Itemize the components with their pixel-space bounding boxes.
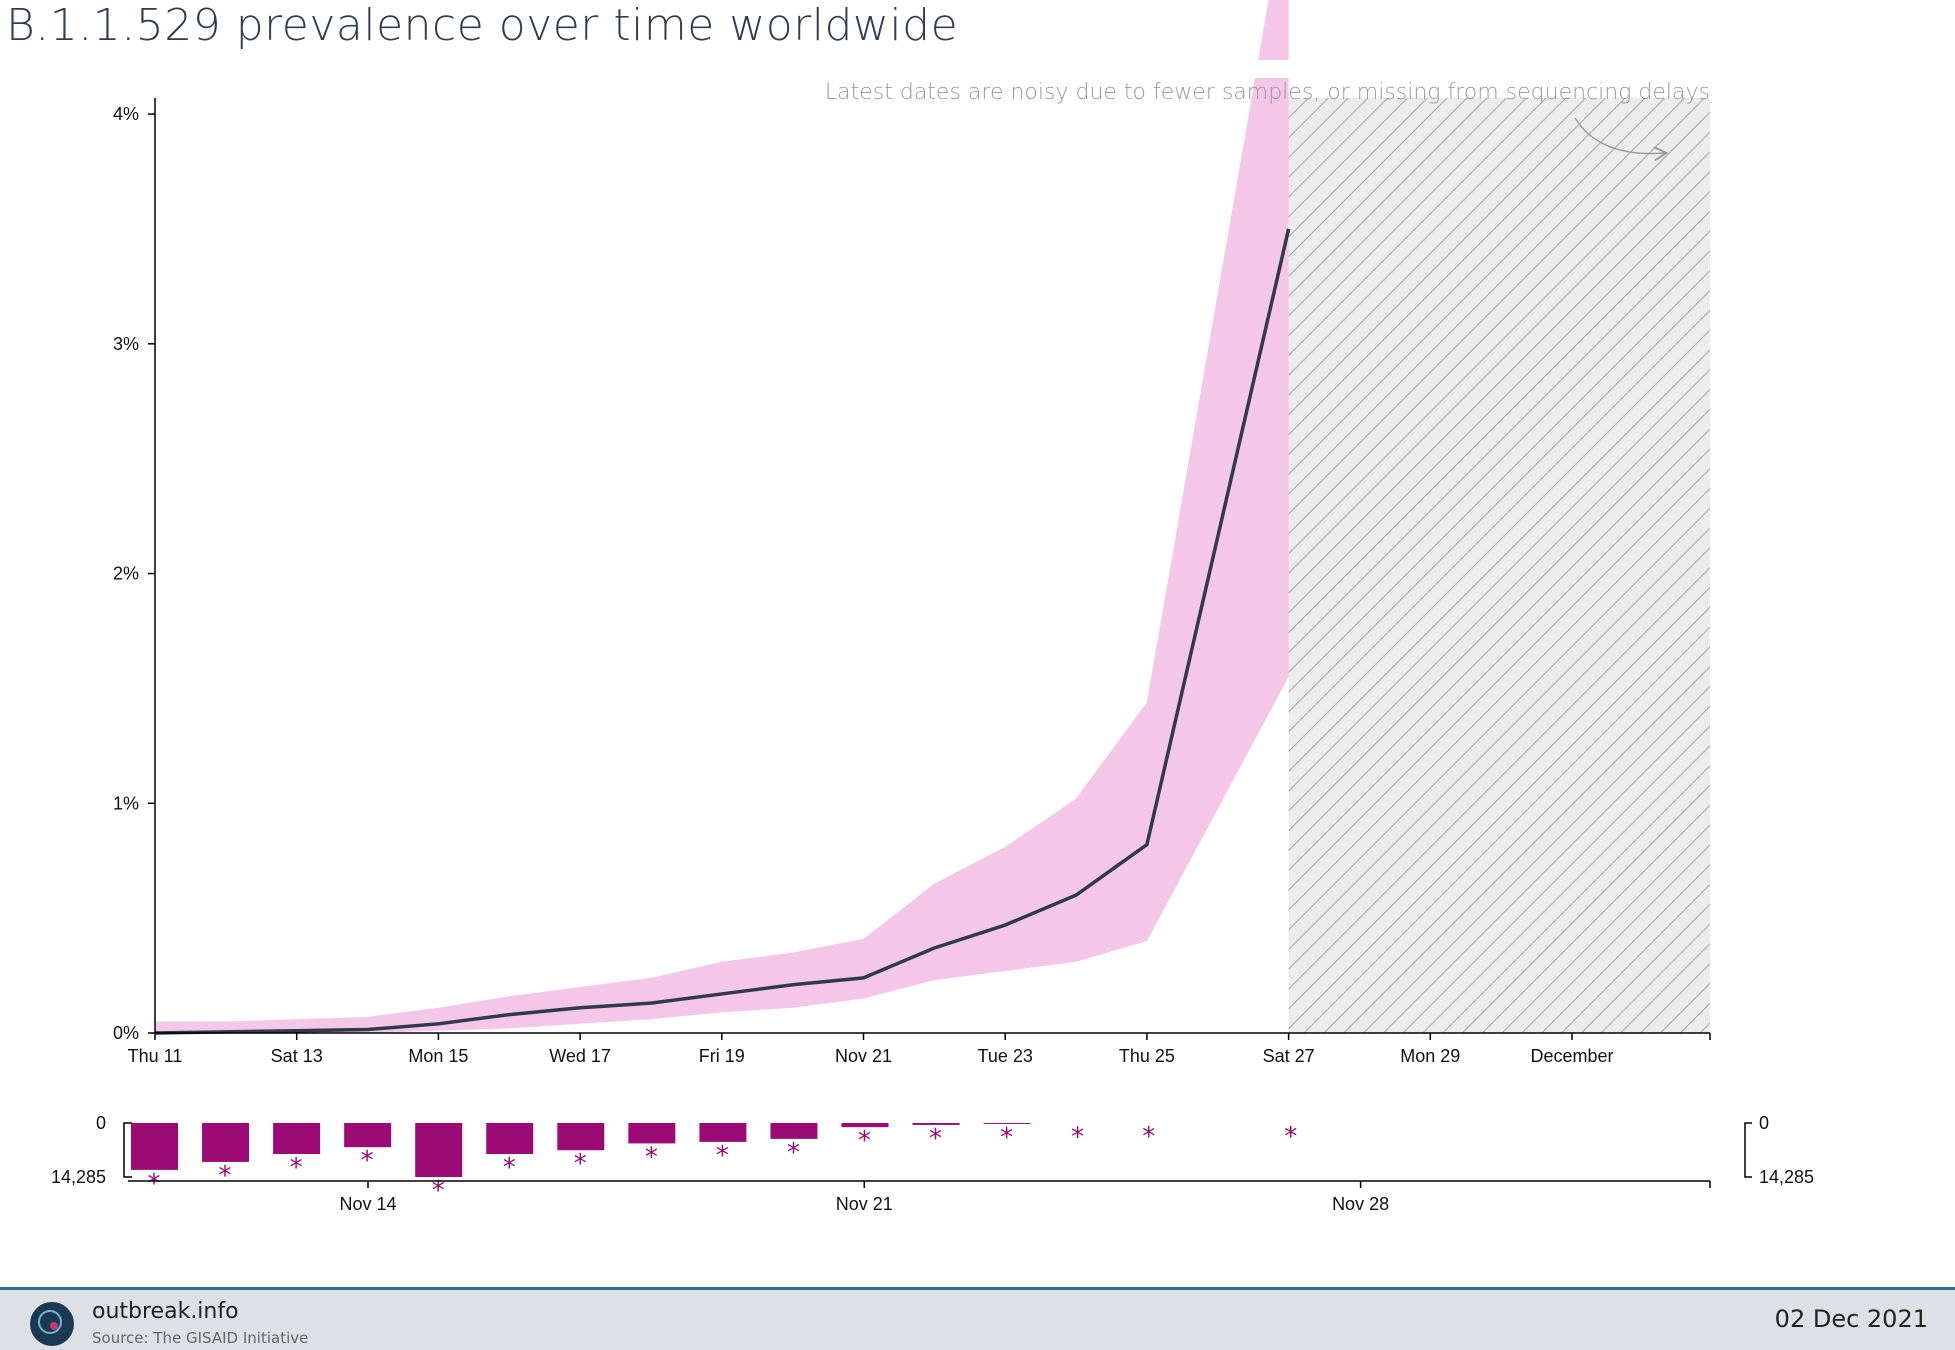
y-tick-label: 3% xyxy=(113,334,139,354)
sample-bar xyxy=(841,1123,889,1128)
x-tick-label: Thu 25 xyxy=(1119,1046,1175,1066)
low-sequence-marker: * xyxy=(219,1161,232,1191)
low-sequence-marker: * xyxy=(1071,1122,1084,1152)
low-sequence-marker: * xyxy=(503,1153,516,1183)
y-tick-label: 4% xyxy=(113,104,139,124)
x-tick-label: Fri 19 xyxy=(699,1046,745,1066)
bar-y-tick-label: 14,285 xyxy=(51,1167,106,1187)
sample-bar xyxy=(202,1123,250,1162)
bar-y-tick-label: 14,285 xyxy=(1759,1167,1814,1187)
low-sequence-marker: * xyxy=(716,1141,729,1171)
y-axis: 0% 1% 2% 3% 4% xyxy=(113,98,156,1043)
note-arrow xyxy=(1574,117,1665,154)
y-tick-label: 0% xyxy=(113,1023,139,1043)
low-sequence-marker: * xyxy=(1142,1122,1155,1152)
data-source: Source: The GISAID Initiative xyxy=(92,1329,309,1347)
sample-bar xyxy=(912,1123,960,1125)
bar-x-tick-label: Nov 14 xyxy=(339,1194,396,1214)
sample-bar xyxy=(983,1123,1031,1124)
x-tick-label: Tue 23 xyxy=(978,1046,1033,1066)
sample-count-bars: * * * * * * * * * * * * * * * * xyxy=(131,1122,1297,1206)
prevalence-chart: Latest dates are noisy due to fewer samp… xyxy=(0,0,1955,1214)
low-sequence-marker: * xyxy=(1284,1122,1297,1152)
outbreak-logo-icon xyxy=(30,1302,74,1346)
noisy-dates-region xyxy=(1288,98,1710,1033)
x-tick-label: Sat 27 xyxy=(1263,1046,1315,1066)
low-sequence-marker: * xyxy=(858,1126,871,1156)
report-date: 02 Dec 2021 xyxy=(1774,1305,1928,1333)
x-tick-label: Mon 29 xyxy=(1400,1046,1460,1066)
confidence-band xyxy=(155,0,1289,1033)
sample-bar xyxy=(557,1123,605,1151)
low-sequence-marker: * xyxy=(1000,1123,1013,1153)
y-tick-label: 1% xyxy=(113,793,139,813)
noisy-dates-note: Latest dates are noisy due to fewer samp… xyxy=(825,80,1710,105)
low-sequence-marker: * xyxy=(645,1142,658,1172)
x-tick-label: Thu 11 xyxy=(128,1046,183,1066)
site-name[interactable]: outbreak.info xyxy=(92,1299,239,1324)
low-sequence-marker: * xyxy=(787,1138,800,1168)
chart-title: B.1.1.529 prevalence over time worldwide xyxy=(6,0,959,51)
low-sequence-marker: * xyxy=(574,1149,587,1179)
sample-bar xyxy=(699,1123,747,1142)
sample-count-axis: 0 14,285 0 14,285 Nov 14 Nov 21 Nov 28 xyxy=(51,1113,1814,1214)
low-sequence-marker: * xyxy=(361,1146,374,1176)
x-tick-label: December xyxy=(1530,1046,1613,1066)
sample-bar xyxy=(344,1123,392,1148)
sample-bar xyxy=(628,1123,676,1144)
y-tick-label: 2% xyxy=(113,564,139,584)
x-tick-label: Mon 15 xyxy=(408,1046,468,1066)
sample-bar xyxy=(273,1123,321,1154)
sample-bar xyxy=(131,1123,178,1170)
bar-x-tick-label: Nov 28 xyxy=(1332,1194,1389,1214)
sample-bar xyxy=(415,1123,463,1177)
sample-bar xyxy=(486,1123,534,1154)
low-sequence-marker: * xyxy=(432,1176,445,1206)
x-tick-label: Sat 13 xyxy=(271,1046,323,1066)
footer: outbreak.info Source: The GISAID Initiat… xyxy=(0,1287,1955,1350)
bar-y-tick-label: 0 xyxy=(96,1113,106,1133)
x-axis: Thu 11 Sat 13 Mon 15 Wed 17 Fri 19 Nov 21 Tue … xyxy=(128,1032,1711,1066)
low-sequence-marker: * xyxy=(148,1169,161,1199)
x-tick-label: Wed 17 xyxy=(549,1046,611,1066)
low-sequence-marker: * xyxy=(929,1124,942,1154)
prevalence-line xyxy=(154,228,1291,1035)
x-tick-label: Nov 21 xyxy=(835,1046,892,1066)
bar-y-tick-label: 0 xyxy=(1759,1113,1769,1133)
low-sequence-marker: * xyxy=(290,1153,303,1183)
bar-x-tick-label: Nov 21 xyxy=(836,1194,893,1214)
top-clip-cover xyxy=(0,60,1955,78)
sample-bar xyxy=(770,1123,818,1139)
